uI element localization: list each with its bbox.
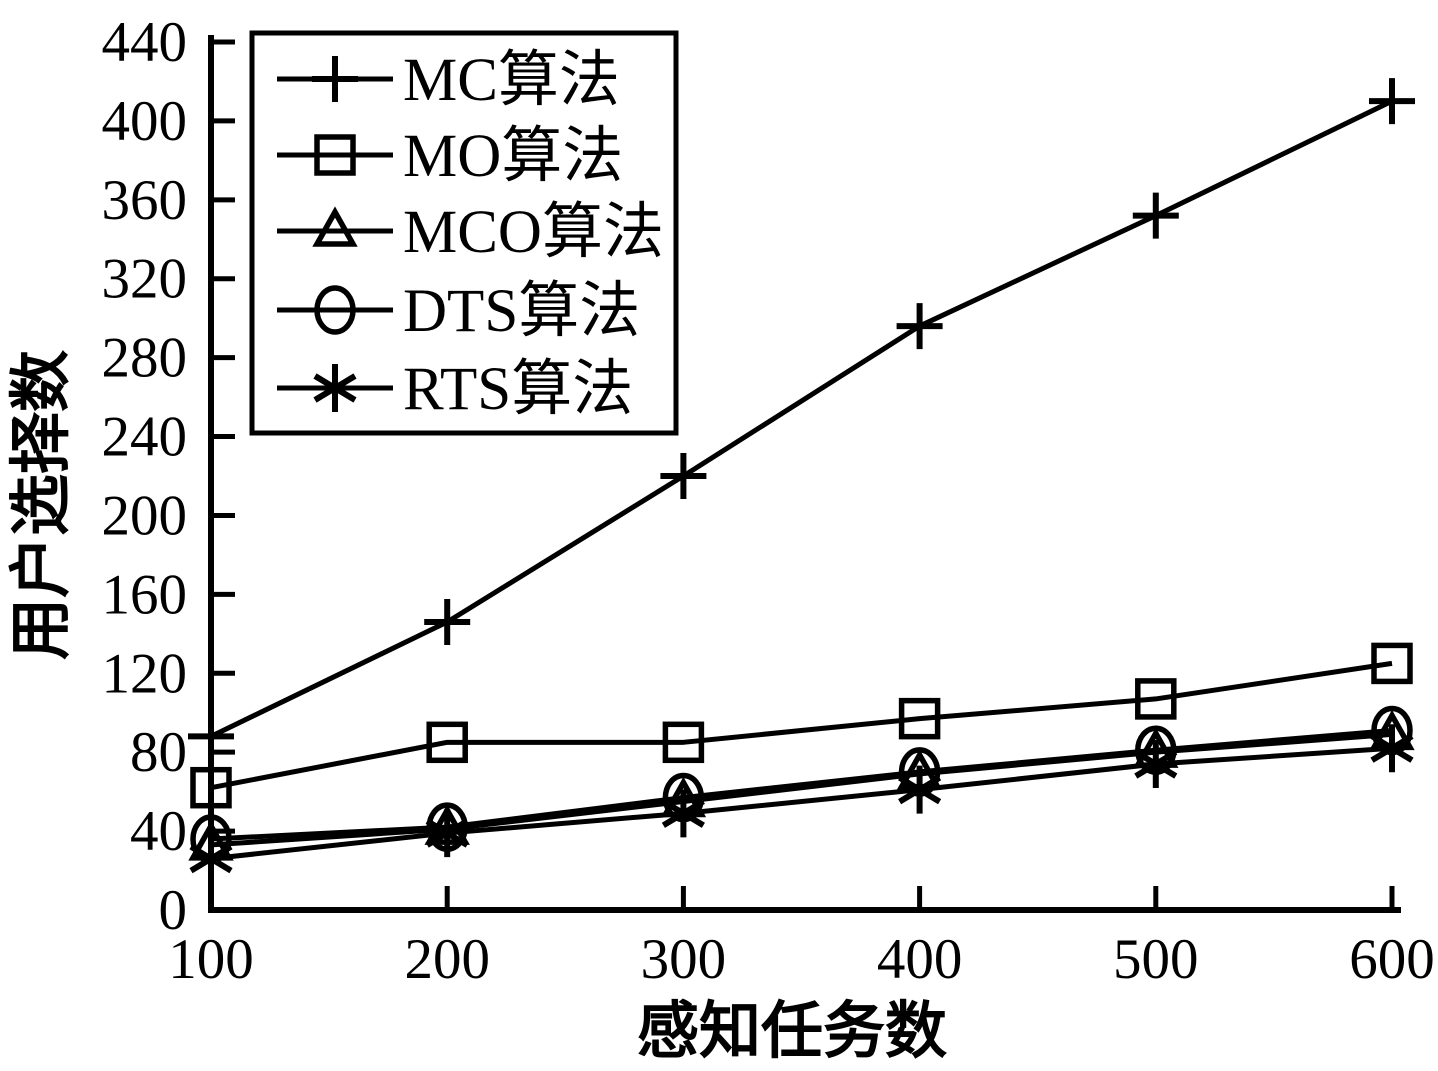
- series-line-plus: [209, 98, 1394, 739]
- legend-label: MC算法: [403, 47, 620, 114]
- y-tick-label: 440: [102, 11, 188, 74]
- x-tick-label: 100: [168, 928, 254, 991]
- point-asterisk-marker-icon: [1134, 740, 1178, 789]
- point-asterisk-marker-icon: [189, 834, 233, 883]
- legend-row: DTS算法: [277, 278, 640, 345]
- y-tick-label: 200: [102, 484, 188, 547]
- y-axis-title: 用户选择数: [7, 350, 76, 660]
- series-line-asterisk: [210, 745, 1393, 862]
- y-tick-label: 120: [102, 642, 188, 705]
- legend-label: RTS算法: [403, 356, 633, 423]
- legend-row: MO算法: [277, 123, 623, 190]
- x-tick-label: 600: [1349, 928, 1435, 991]
- legend-row: MCO算法: [277, 199, 664, 266]
- series-square: [190, 642, 1413, 809]
- legend-triangle-marker-icon: [312, 206, 358, 247]
- point-square-marker-icon: [426, 721, 468, 764]
- series-line-square: [210, 660, 1393, 791]
- point-square-marker-icon: [1135, 678, 1177, 720]
- point-plus-marker-icon: [660, 453, 707, 499]
- x-tick-label: 500: [1113, 928, 1199, 991]
- y-tick-label: 40: [130, 800, 187, 863]
- point-square-marker-icon: [190, 766, 232, 809]
- x-tick-label: 200: [404, 928, 490, 991]
- legend-plus-marker-icon: [312, 56, 358, 102]
- y-tick-label: 320: [102, 248, 188, 311]
- point-asterisk-marker-icon: [661, 789, 705, 838]
- y-tick-label: 240: [102, 406, 188, 469]
- x-tick-label: 300: [641, 928, 727, 991]
- y-tick-label: 360: [102, 169, 188, 232]
- point-square-marker-icon: [898, 697, 941, 740]
- series-plus: [188, 78, 1415, 760]
- legend-label: DTS算法: [403, 278, 640, 345]
- point-square-marker-icon: [662, 721, 705, 764]
- x-axis: 100 200 300 400 500 600: [168, 886, 1435, 991]
- series-asterisk: [189, 724, 1414, 883]
- legend: MC算法 MO算法 MCO算法 DTS算法 RTS算法: [249, 30, 679, 436]
- legend-label: MCO算法: [403, 199, 664, 266]
- point-plus-marker-icon: [896, 303, 943, 350]
- y-tick-label: 80: [130, 721, 187, 784]
- y-tick-label: 0: [159, 879, 188, 942]
- series-line-circle: [210, 727, 1393, 842]
- x-tick-label: 400: [877, 928, 963, 991]
- point-plus-marker-icon: [424, 598, 471, 645]
- y-axis: 0 40 80 120 160 200 240 280 320 360 400 440: [102, 11, 235, 942]
- y-tick-label: 400: [102, 90, 188, 153]
- point-asterisk-marker-icon: [898, 765, 942, 814]
- legend-label: MO算法: [403, 123, 623, 190]
- y-tick-label: 160: [102, 563, 188, 626]
- legend-square-marker-icon: [314, 134, 356, 176]
- legend-asterisk-marker-icon: [313, 364, 357, 412]
- legend-row: MC算法: [277, 47, 620, 114]
- point-plus-marker-icon: [1132, 192, 1179, 239]
- point-asterisk-marker-icon: [425, 809, 469, 858]
- legend-circle-marker-icon: [314, 285, 356, 335]
- x-axis-title: 感知任务数: [637, 997, 947, 1066]
- y-tick-label: 280: [102, 327, 188, 390]
- point-plus-marker-icon: [188, 713, 234, 760]
- point-plus-marker-icon: [1369, 78, 1415, 125]
- point-asterisk-marker-icon: [1370, 724, 1414, 773]
- legend-row: RTS算法: [277, 356, 633, 423]
- point-square-marker-icon: [1371, 642, 1413, 685]
